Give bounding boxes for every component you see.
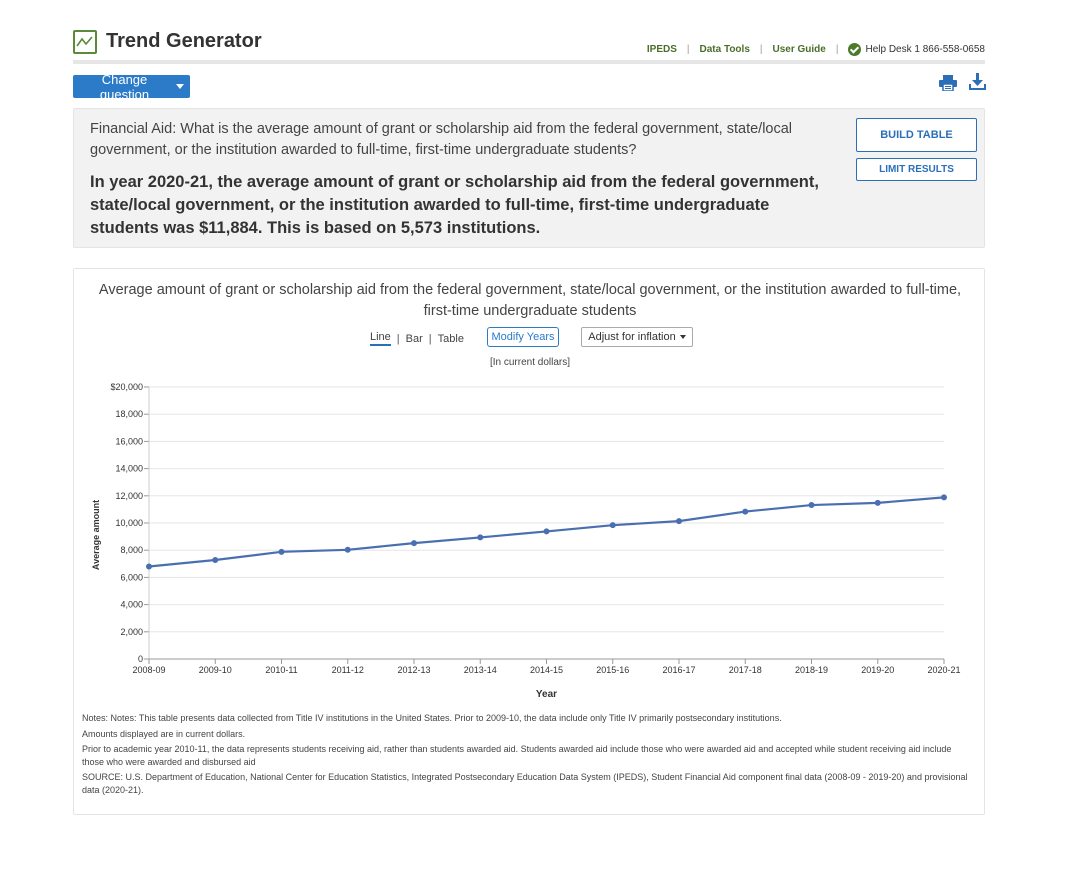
help-desk[interactable]: Help Desk 1 866-558-0658 <box>848 43 985 56</box>
check-circle-icon <box>848 43 862 56</box>
data-point <box>278 548 285 555</box>
line-chart: 0 2,000 4,000 6,000 8,000 10,000 12,000 14,000 1… <box>91 382 961 700</box>
x-tick-label: 2018-19 <box>795 665 828 675</box>
y-tick-label: 18,000 <box>115 409 143 419</box>
top-nav: IPEDS | Data Tools | User Guide | Help D… <box>647 43 985 56</box>
print-icon[interactable] <box>939 75 957 91</box>
adjust-inflation-label: Adjust for inflation <box>588 331 676 343</box>
modify-years-button[interactable]: Modify Years <box>487 327 559 347</box>
chart-panel: Average amount of grant or scholarship a… <box>73 268 985 815</box>
data-point <box>212 556 219 563</box>
change-question-label: Change question <box>99 71 150 102</box>
nav-separator: | <box>835 44 839 55</box>
y-tick-label: $20,000 <box>110 382 143 392</box>
view-switcher: Line | Bar | Table <box>370 331 464 346</box>
x-tick-label: 2008-09 <box>132 665 165 675</box>
help-desk-label: Help Desk 1 866-558-0658 <box>865 44 985 55</box>
note-line: Amounts displayed are in current dollars… <box>82 728 246 739</box>
y-tick-label: 8,000 <box>120 545 143 555</box>
chart-title: Average amount of grant or scholarship a… <box>98 282 962 319</box>
data-point <box>344 546 351 553</box>
y-tick-label: 10,000 <box>115 518 143 528</box>
answer-summary: In year 2020-21, the average amount of g… <box>90 173 819 237</box>
nav-link-ipeds[interactable]: IPEDS <box>646 44 677 55</box>
trend-logo-icon <box>73 30 97 54</box>
x-axis-label: Year <box>536 689 557 700</box>
download-icon[interactable] <box>969 73 986 91</box>
x-tick-label: 2009-10 <box>199 665 232 675</box>
nav-separator: | <box>759 44 763 55</box>
caret-down-icon <box>679 335 686 340</box>
y-tick-label: 12,000 <box>115 491 143 501</box>
question-panel: Financial Aid: What is the average amoun… <box>73 108 985 248</box>
nav-separator: | <box>686 44 690 55</box>
y-tick-label: 4,000 <box>120 600 143 610</box>
view-bar-link[interactable]: Bar <box>405 332 423 345</box>
view-separator: | <box>428 332 432 345</box>
adjust-inflation-dropdown[interactable]: Adjust for inflation <box>581 327 693 347</box>
view-line-link[interactable]: Line <box>370 331 391 346</box>
change-question-button[interactable]: Change question <box>73 72 190 102</box>
data-point <box>808 502 815 509</box>
y-tick-label: 0 <box>138 654 143 664</box>
question-text: Financial Aid: What is the average amoun… <box>90 121 793 158</box>
x-tick-label: 2017-18 <box>729 665 762 675</box>
limit-results-button[interactable]: LIMIT RESULTS <box>856 158 977 181</box>
data-point <box>742 508 749 515</box>
y-tick-label: 14,000 <box>115 464 143 474</box>
nav-link-data-tools[interactable]: Data Tools <box>699 44 750 55</box>
x-tick-label: 2014-15 <box>530 665 563 675</box>
x-tick-label: 2012-13 <box>397 665 430 675</box>
nav-link-user-guide[interactable]: User Guide <box>772 44 826 55</box>
data-point <box>543 528 550 535</box>
note-line: Notes: Notes: This table presents data c… <box>82 713 782 723</box>
note-line: SOURCE: U.S. Department of Education, Na… <box>82 772 968 795</box>
x-tick-label: 2011-12 <box>332 665 364 675</box>
data-point <box>146 563 152 570</box>
chart-subtitle: [In current dollars] <box>489 357 571 368</box>
caret-down-icon <box>176 84 184 89</box>
y-axis-label: Average amount <box>91 500 101 570</box>
build-table-button[interactable]: BUILD TABLE <box>856 118 977 152</box>
app-header: Trend Generator IPEDS | Data Tools | Use… <box>73 28 985 64</box>
data-point <box>941 494 947 501</box>
x-tick-label: 2016-17 <box>662 665 695 675</box>
view-separator: | <box>396 332 400 345</box>
y-tick-label: 16,000 <box>115 436 143 446</box>
x-tick-label: 2019-20 <box>861 665 894 675</box>
data-point <box>477 534 484 541</box>
x-tick-label: 2013-14 <box>464 665 497 675</box>
x-tick-label: 2015-16 <box>596 665 629 675</box>
notes-section: Notes: Notes: This table presents data c… <box>82 712 972 799</box>
data-point <box>874 499 881 506</box>
view-table-link[interactable]: Table <box>437 332 464 345</box>
data-point <box>676 518 682 525</box>
app-title: Trend Generator <box>106 30 262 52</box>
data-point <box>411 540 417 547</box>
y-tick-label: 6,000 <box>120 572 143 582</box>
x-tick-label: 2010-11 <box>265 665 297 675</box>
x-tick-label: 2020-21 <box>927 665 960 675</box>
data-point <box>609 522 616 529</box>
note-line: Prior to academic year 2010-11, the data… <box>82 744 952 767</box>
y-tick-label: 2,000 <box>120 627 143 637</box>
